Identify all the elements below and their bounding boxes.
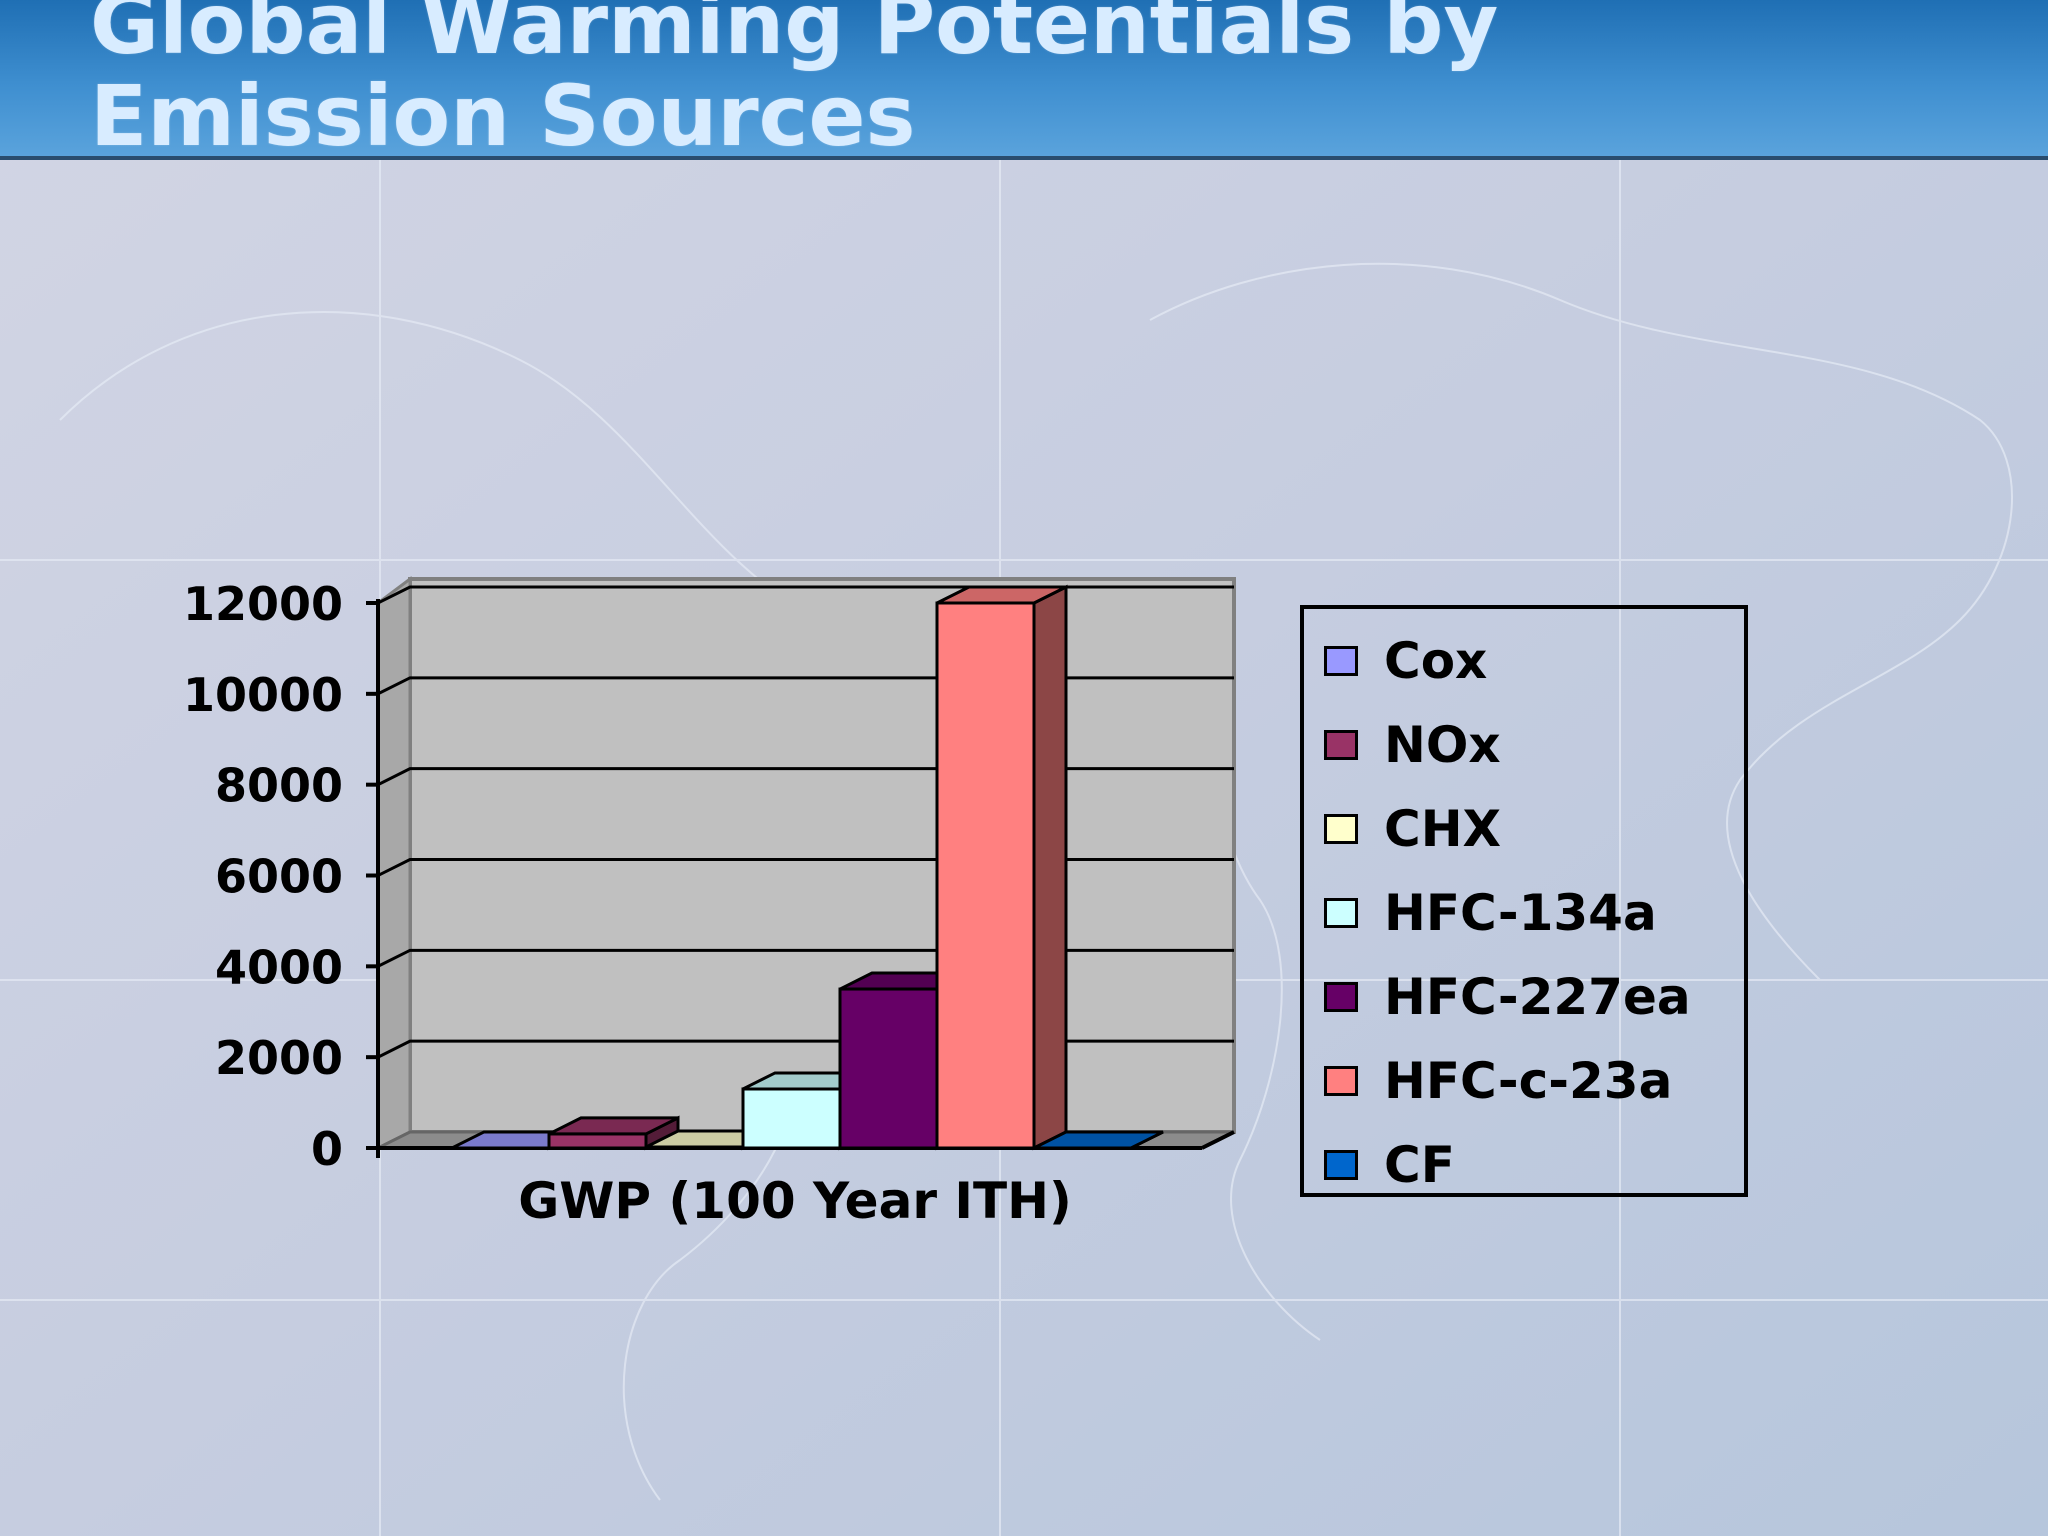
y-tick-label: 10000: [183, 668, 343, 722]
bar-hfc-c-23a: [935, 584, 1068, 1151]
legend-label: CHX: [1384, 800, 1502, 858]
y-tick-label: 6000: [215, 850, 343, 904]
y-tick-label: 0: [311, 1122, 343, 1176]
bar-top: [548, 1116, 679, 1136]
title-banner: Global Warming Potentials by Emission So…: [0, 0, 2048, 162]
legend-label: NOx: [1384, 716, 1501, 774]
legend-item: NOx: [1324, 715, 1501, 775]
title-line-2: Emission Sources: [90, 67, 916, 165]
legend-swatch: [1324, 1150, 1358, 1180]
bar-cf: [1032, 1130, 1164, 1150]
legend-label: HFC-134a: [1384, 884, 1657, 942]
bar-top: [1033, 1130, 1164, 1150]
bar-front: [838, 987, 939, 1150]
legend-item: HFC-c-23a: [1324, 1051, 1672, 1111]
x-axis-end: [1201, 1130, 1235, 1150]
chart-legend: Cox NOx CHX HFC-134a HFC-227ea HFC-c-23a CF: [1300, 605, 1748, 1197]
bar-front: [741, 1087, 842, 1150]
legend-item: Cox: [1324, 631, 1487, 691]
legend-swatch: [1324, 730, 1358, 760]
legend-swatch: [1324, 898, 1358, 928]
bar-nox: [547, 1115, 680, 1151]
legend-item: CF: [1324, 1135, 1455, 1195]
x-category-label: GWP (100 Year ITH): [518, 1172, 1072, 1230]
legend-label: HFC-227ea: [1384, 968, 1691, 1026]
bar-side: [1032, 584, 1068, 1151]
slide-title: Global Warming Potentials by Emission So…: [90, 0, 1590, 162]
legend-item: HFC-134a: [1324, 883, 1657, 943]
legend-label: CF: [1384, 1136, 1455, 1194]
legend-label: Cox: [1384, 632, 1488, 690]
bar-top: [936, 585, 1067, 605]
y-tick-label: 4000: [215, 940, 343, 994]
plot-back-wall: [408, 577, 1236, 1134]
legend-swatch: [1324, 982, 1358, 1012]
legend-item: HFC-227ea: [1324, 967, 1691, 1027]
legend-item: CHX: [1324, 799, 1501, 859]
legend-label: HFC-c-23a: [1384, 1052, 1673, 1110]
legend-swatch: [1324, 1066, 1358, 1096]
gridline: [377, 585, 1234, 605]
bar-front: [935, 601, 1036, 1150]
bar-front: [547, 1132, 648, 1150]
y-tick-label: 2000: [215, 1031, 343, 1085]
legend-swatch: [1324, 646, 1358, 676]
y-tick-label: 8000: [215, 759, 343, 813]
y-tick-label: 12000: [183, 577, 343, 631]
title-line-1: Global Warming Potentials by: [90, 0, 1499, 73]
legend-swatch: [1324, 814, 1358, 844]
